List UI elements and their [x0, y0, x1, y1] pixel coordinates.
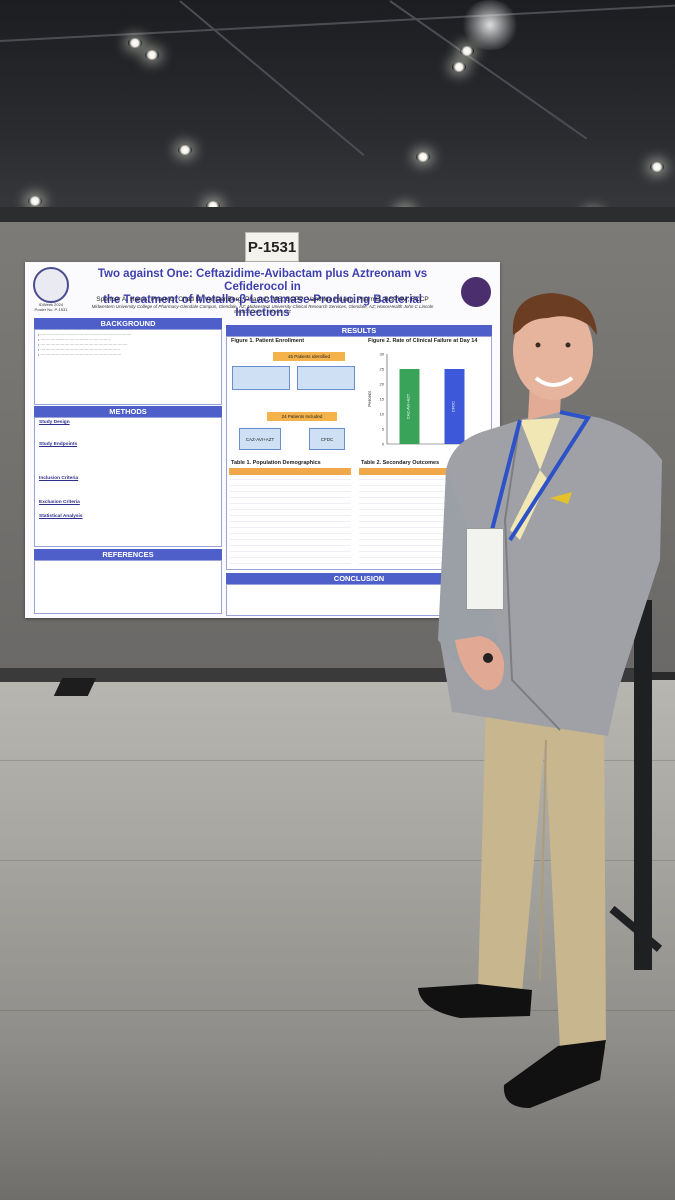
flow-included: 24 Patients Included: [267, 412, 337, 421]
chart-bar: [444, 369, 465, 444]
methods-subhead: Exclusion Criteria: [39, 500, 80, 505]
poster-authors: Spencer A. Harris, PharmD; Chad M. VanDe…: [96, 296, 429, 303]
flow-box: [297, 366, 355, 390]
poster-board-frame: [0, 207, 675, 225]
section-methods-header: METHODS: [34, 406, 222, 417]
chart-y-tick: 5: [382, 427, 385, 432]
ceiling-light: [650, 162, 664, 172]
flow-arm-a: CAZ-AVI+AZT: [239, 428, 281, 450]
chart-y-tick: 20: [380, 382, 385, 387]
poster-number: P-1531: [247, 238, 297, 256]
table1: [229, 468, 351, 566]
chart-y-label: Percent: [367, 390, 372, 406]
section-methods-body: Study Design Study Endpoints Inclusion C…: [34, 417, 222, 547]
methods-subhead: Study Design: [39, 420, 70, 425]
methods-subhead: Study Endpoints: [39, 442, 78, 447]
section-background-body: • ······································…: [34, 329, 222, 405]
ceiling-light: [128, 38, 142, 48]
watch: [483, 653, 493, 663]
background-text: • ······································…: [38, 333, 132, 357]
face: [513, 300, 593, 400]
figure1-title: Figure 1. Patient Enrollment: [231, 338, 305, 344]
section-results-header: RESULTS: [226, 325, 492, 336]
trousers: [478, 700, 606, 1050]
right-shoe: [503, 1040, 606, 1108]
smile: [534, 376, 574, 387]
chart-bar-label: CFDC: [451, 401, 456, 412]
poster-event-text: IDWeek 2024: [38, 302, 64, 307]
chart-y-tick: 15: [380, 397, 385, 402]
floor-seam: [0, 1010, 675, 1011]
ceiling-glow: [460, 0, 520, 50]
chart-y-tick: 0: [382, 442, 385, 447]
figure2-chart: 0 5 10 15 20 25 30 Percent CAZ-AVI+AZT CFDC: [367, 352, 477, 447]
name-badge: [466, 528, 504, 610]
chart-y-tick: 30: [380, 352, 385, 357]
board-post: [634, 600, 652, 970]
ceiling-light: [28, 196, 42, 206]
chart-bar: [399, 369, 420, 444]
conference-logo: [33, 267, 69, 303]
flow-arm-b: CFDC: [309, 428, 345, 450]
chart-y-tick: 10: [380, 412, 385, 417]
left-shoe: [418, 984, 532, 1018]
poster-title-line1: Two against One: Ceftazidime-Avibactam p…: [97, 268, 428, 293]
lanyard: [490, 410, 592, 542]
ceiling-light: [145, 50, 159, 60]
section-background-header: BACKGROUND: [34, 318, 222, 329]
section-references-header: REFERENCES: [34, 549, 222, 560]
floor-seam: [0, 760, 675, 761]
figure2-title: Figure 2. Rate of Clinical Failure at Da…: [368, 338, 478, 344]
table1-title: Table 1. Population Demographics: [231, 460, 321, 466]
table1-header: [229, 468, 351, 475]
chart-bar-label: CAZ-AVI+AZT: [406, 393, 411, 419]
flow-box: [232, 366, 290, 390]
poster-number-sign: P-1531: [245, 232, 299, 262]
methods-subhead: Inclusion Criteria: [39, 476, 79, 481]
methods-subhead: Statistical Analysis: [39, 514, 83, 519]
hands: [455, 636, 505, 691]
poster-title-line2: the Treatment of Metallo-β-Lactamase-Pro…: [103, 294, 422, 319]
ceiling-light: [452, 62, 466, 72]
ceiling-light: [460, 46, 474, 56]
flow-identified: 45 Patients Identified: [273, 352, 345, 361]
table2-header: [359, 468, 487, 475]
ceiling-light: [178, 145, 192, 155]
chart-y-tick: 25: [380, 367, 385, 372]
section-references-body: [34, 560, 222, 614]
table2-title: Table 2. Secondary Outcomes: [361, 460, 440, 466]
poster-no-text: Poster No. P-1531: [34, 307, 68, 312]
poster-event: IDWeek 2024 Poster No. P-1531: [31, 302, 71, 312]
ceiling-light: [416, 152, 430, 162]
section-conclusion-header: CONCLUSION: [226, 573, 492, 584]
hair: [512, 293, 597, 335]
ceiling-light: [206, 201, 220, 211]
poster-affiliation: Midwestern University College of Pharmac…: [91, 304, 434, 314]
poster-title: Two against One: Ceftazidime-Avibactam p…: [85, 268, 440, 320]
shirt: [520, 418, 560, 470]
pocket-square: [550, 492, 572, 504]
ceiling: [0, 0, 675, 230]
floor-seam: [0, 860, 675, 861]
hospital-logo: [461, 277, 491, 307]
